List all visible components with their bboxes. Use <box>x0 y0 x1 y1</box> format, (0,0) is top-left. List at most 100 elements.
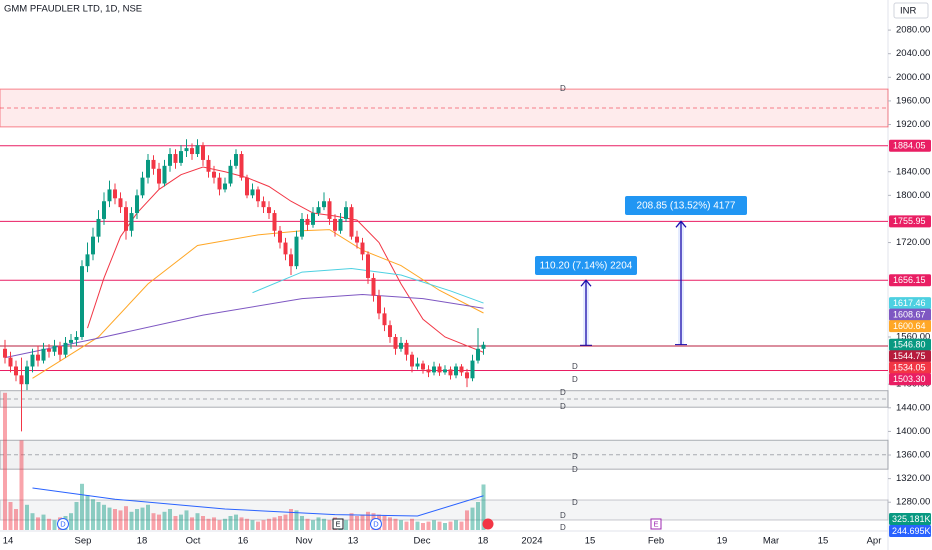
volume-bar <box>404 521 409 530</box>
volume-bar <box>113 509 117 530</box>
volume-bar <box>85 495 90 530</box>
volume-bar <box>250 520 255 530</box>
candle-body <box>47 348 51 352</box>
candle-body <box>344 207 348 219</box>
volume-tag <box>889 513 931 525</box>
volume-bar <box>476 502 480 530</box>
candle-body <box>316 207 321 214</box>
marker: D <box>572 452 578 461</box>
candle-body <box>481 344 486 349</box>
candle-body <box>201 145 205 160</box>
candle-body <box>399 342 403 349</box>
price-tag <box>889 215 931 228</box>
volume-bar <box>30 513 35 530</box>
volume-bar <box>261 520 266 530</box>
candle-body <box>173 154 178 163</box>
event-label[interactable]: D <box>60 519 66 528</box>
measure-label-box <box>625 196 747 215</box>
y-tick-label: 1280.00 <box>896 497 930 508</box>
volume-tag <box>889 525 931 537</box>
volume-ma <box>32 487 484 517</box>
volume-bar <box>283 514 288 530</box>
plot: 110.20 (7.14%) 2204 208.85 (13.52%) 4177 D… <box>0 84 889 532</box>
volume-bar <box>228 516 233 530</box>
candle-body <box>404 342 409 355</box>
candle-body <box>388 325 392 337</box>
candle-body <box>261 201 266 208</box>
x-tick-label: 15 <box>818 536 829 547</box>
event-icon <box>370 518 382 530</box>
volume-bar <box>316 517 321 530</box>
measure-label: 208.85 (13.52%) 4177 <box>637 201 736 212</box>
x-tick-label: 19 <box>717 536 728 547</box>
volume-bar <box>256 521 260 530</box>
candle-body <box>36 354 40 361</box>
marker: D <box>572 362 578 371</box>
arrow-head <box>675 220 687 228</box>
volume-bar <box>179 514 183 530</box>
dividend-icon <box>482 518 494 530</box>
currency-box[interactable] <box>893 2 929 19</box>
volume-bar <box>305 518 310 530</box>
x-tick-label: Mar <box>763 536 779 547</box>
volume-bar <box>344 520 348 530</box>
candle-body <box>107 189 112 202</box>
volume-bar <box>289 509 293 530</box>
candle-body <box>333 218 337 231</box>
x-tick-label: 14 <box>3 536 14 547</box>
price-tag-label: 1534.05 <box>893 363 926 373</box>
moving-average <box>4 293 484 359</box>
candle-body <box>371 277 376 296</box>
volume-bar <box>52 520 57 530</box>
price-tag <box>889 320 931 333</box>
candle-body <box>355 236 359 243</box>
candle-body <box>69 339 73 343</box>
volume-bar <box>437 521 442 530</box>
x-tick-label: 16 <box>238 536 249 547</box>
candle-body <box>85 254 90 267</box>
volume-bar <box>481 484 486 530</box>
candle-body <box>322 201 326 208</box>
candle-body <box>8 357 13 367</box>
candle-body <box>91 236 95 255</box>
candle-body <box>168 154 172 166</box>
measure-label: 110.20 (7.14%) 2204 <box>540 261 633 272</box>
marker: D <box>560 388 566 397</box>
volume-bar <box>327 520 332 530</box>
volume-bar <box>69 513 73 530</box>
candle-body <box>459 366 464 373</box>
price-tag-label: 1656.15 <box>893 275 926 285</box>
x-tick-label: 13 <box>348 536 359 547</box>
volume-bar <box>470 507 475 530</box>
candle-body <box>157 168 161 184</box>
volume-bar <box>415 521 420 530</box>
volume-bar <box>410 518 414 530</box>
volume-bar <box>212 517 216 530</box>
volume-bar <box>355 516 359 530</box>
volume-bar <box>206 518 211 530</box>
y-tick-label: 1720.00 <box>896 237 930 248</box>
volume-bar <box>454 520 458 530</box>
event-label[interactable]: E <box>653 519 658 528</box>
candle-body <box>234 154 238 166</box>
volume-bar <box>300 516 304 530</box>
y-tick-label: 1840.00 <box>896 166 930 177</box>
candle-body <box>272 213 277 231</box>
price-tag <box>889 361 931 374</box>
event-icon <box>650 518 662 530</box>
volume-bar <box>41 514 46 530</box>
event-label[interactable]: E <box>335 519 340 528</box>
candle-body <box>278 230 282 243</box>
candle-body <box>228 165 233 184</box>
candle-body <box>448 369 453 376</box>
candle-body <box>338 218 343 231</box>
volume-bar <box>426 521 431 530</box>
event-label[interactable]: D <box>373 519 379 528</box>
x-tick-label: Nov <box>296 536 313 547</box>
marker: D <box>560 523 566 532</box>
currency[interactable]: INR <box>900 6 917 17</box>
y-tick-label: 1920.00 <box>896 119 930 130</box>
volume-bar <box>278 516 282 530</box>
